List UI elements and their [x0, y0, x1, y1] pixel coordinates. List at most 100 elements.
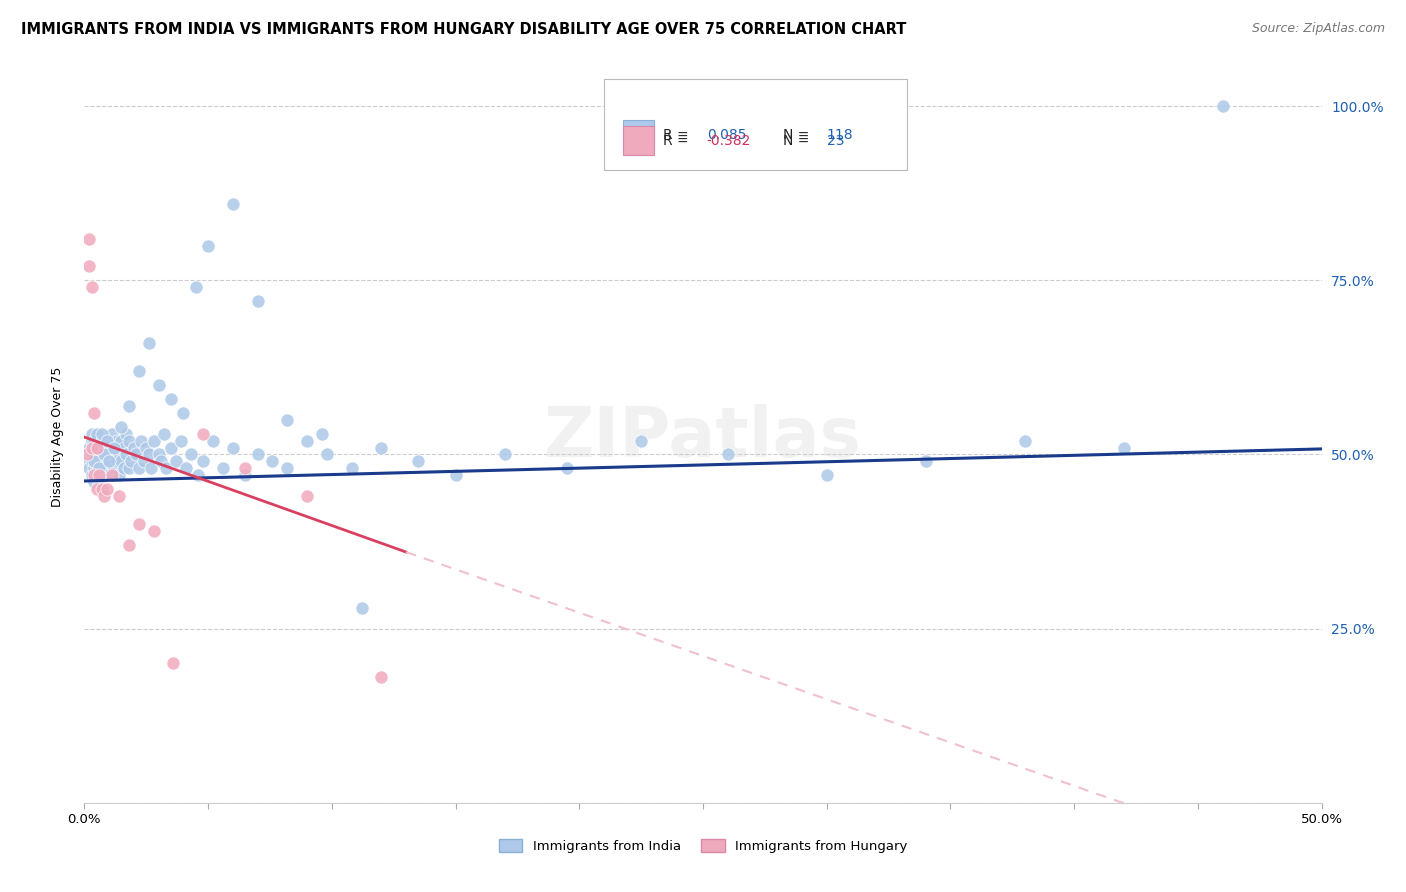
- Point: [79, 231, 101, 245]
- Point: [370, 441, 392, 455]
- Point: [717, 448, 740, 462]
- Point: [187, 468, 209, 483]
- Point: [98, 454, 121, 468]
- Text: Source: ZipAtlas.com: Source: ZipAtlas.com: [1251, 22, 1385, 36]
- Point: [295, 434, 318, 448]
- Point: [83, 461, 105, 475]
- Point: [93, 448, 115, 462]
- Point: [246, 294, 269, 309]
- Point: [162, 657, 184, 671]
- Point: [93, 468, 115, 483]
- Point: [180, 448, 202, 462]
- Point: [138, 336, 160, 351]
- Point: [1112, 441, 1135, 455]
- Point: [83, 448, 105, 462]
- Text: 23: 23: [827, 134, 844, 148]
- Text: 118: 118: [827, 128, 853, 142]
- Point: [132, 454, 155, 468]
- Point: [125, 448, 148, 462]
- Point: [444, 468, 467, 483]
- Point: [108, 489, 131, 503]
- Point: [115, 426, 138, 441]
- FancyBboxPatch shape: [623, 120, 654, 150]
- Point: [170, 434, 193, 448]
- Point: [80, 454, 103, 468]
- Point: [93, 434, 115, 448]
- Point: [86, 448, 108, 462]
- Point: [148, 377, 170, 392]
- Point: [148, 448, 170, 462]
- Point: [494, 448, 516, 462]
- Text: R =: R =: [664, 134, 693, 148]
- Point: [191, 426, 214, 441]
- Point: [96, 441, 118, 455]
- Point: [262, 454, 284, 468]
- Point: [184, 280, 207, 294]
- Point: [86, 461, 108, 475]
- Point: [80, 448, 103, 462]
- Point: [79, 441, 101, 455]
- Point: [630, 434, 652, 448]
- Point: [142, 524, 165, 538]
- Point: [79, 260, 101, 274]
- Point: [172, 406, 194, 420]
- Point: [90, 434, 112, 448]
- Point: [174, 461, 197, 475]
- Point: [80, 448, 103, 462]
- Point: [128, 364, 150, 378]
- Point: [86, 468, 108, 483]
- Point: [89, 468, 111, 483]
- Point: [160, 441, 183, 455]
- Point: [160, 392, 183, 406]
- Point: [276, 412, 298, 426]
- Point: [105, 454, 128, 468]
- Point: [118, 434, 141, 448]
- Point: [90, 461, 112, 475]
- Point: [103, 461, 125, 475]
- Point: [86, 441, 108, 455]
- Point: [89, 461, 111, 475]
- Point: [80, 280, 103, 294]
- Point: [80, 434, 103, 448]
- Point: [98, 468, 121, 483]
- Point: [96, 461, 118, 475]
- Point: [118, 461, 141, 475]
- Point: [165, 454, 187, 468]
- Point: [129, 434, 152, 448]
- Point: [408, 454, 430, 468]
- Point: [122, 441, 145, 455]
- Point: [311, 426, 333, 441]
- Point: [120, 454, 142, 468]
- Point: [155, 461, 177, 475]
- Point: [108, 468, 131, 483]
- Point: [103, 441, 125, 455]
- Point: [914, 454, 936, 468]
- Point: [83, 454, 105, 468]
- Point: [96, 434, 118, 448]
- Point: [118, 399, 141, 413]
- Point: [96, 454, 118, 468]
- Text: N =: N =: [783, 128, 814, 142]
- Point: [555, 461, 578, 475]
- Point: [222, 441, 245, 455]
- Point: [83, 468, 105, 483]
- Point: [93, 489, 115, 503]
- Point: [191, 454, 214, 468]
- Point: [150, 454, 173, 468]
- Point: [315, 448, 337, 462]
- Point: [100, 426, 122, 441]
- Point: [141, 461, 163, 475]
- Point: [96, 483, 118, 497]
- Point: [98, 434, 121, 448]
- Y-axis label: Disability Age Over 75: Disability Age Over 75: [51, 367, 63, 508]
- Point: [90, 441, 112, 455]
- Point: [83, 406, 105, 420]
- Point: [202, 434, 225, 448]
- Point: [112, 461, 135, 475]
- Legend: Immigrants from India, Immigrants from Hungary: Immigrants from India, Immigrants from H…: [494, 834, 912, 858]
- Point: [83, 475, 105, 490]
- Point: [118, 538, 141, 552]
- Point: [815, 468, 838, 483]
- Point: [233, 468, 256, 483]
- Point: [96, 448, 118, 462]
